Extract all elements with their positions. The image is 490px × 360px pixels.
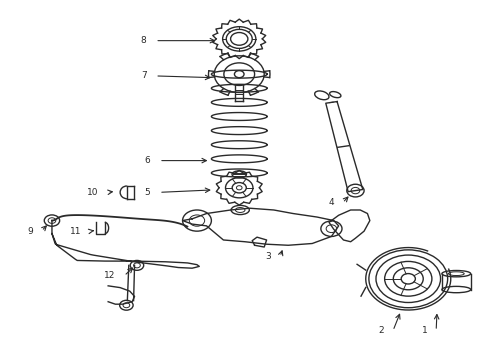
Text: 1: 1 <box>422 327 427 336</box>
Text: 7: 7 <box>141 71 147 80</box>
Text: 11: 11 <box>70 227 82 236</box>
Text: 5: 5 <box>145 188 150 197</box>
Text: 6: 6 <box>145 156 150 165</box>
Text: 3: 3 <box>266 252 271 261</box>
Text: 4: 4 <box>328 198 334 207</box>
Text: 9: 9 <box>27 227 33 236</box>
Text: 2: 2 <box>379 327 384 336</box>
Text: 12: 12 <box>104 271 115 280</box>
Text: 8: 8 <box>141 36 147 45</box>
Text: 10: 10 <box>87 188 98 197</box>
